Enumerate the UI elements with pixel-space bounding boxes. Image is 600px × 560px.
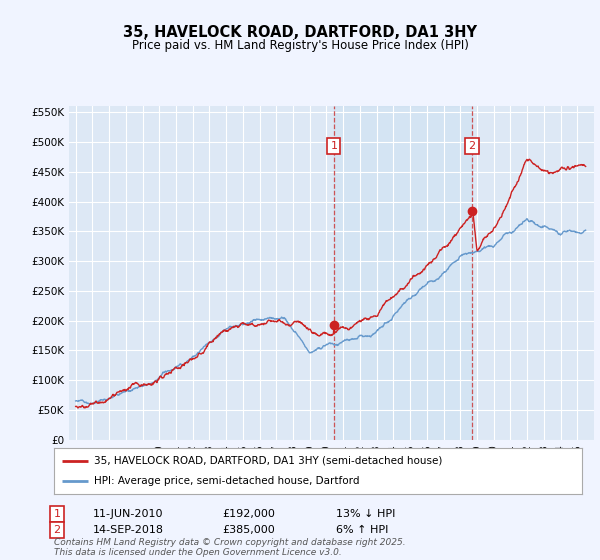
Text: 35, HAVELOCK ROAD, DARTFORD, DA1 3HY (semi-detached house): 35, HAVELOCK ROAD, DARTFORD, DA1 3HY (se… [94, 456, 442, 466]
Text: 2: 2 [53, 525, 61, 535]
Text: HPI: Average price, semi-detached house, Dartford: HPI: Average price, semi-detached house,… [94, 476, 359, 486]
Text: 35, HAVELOCK ROAD, DARTFORD, DA1 3HY: 35, HAVELOCK ROAD, DARTFORD, DA1 3HY [123, 25, 477, 40]
Text: £385,000: £385,000 [222, 525, 275, 535]
Text: Price paid vs. HM Land Registry's House Price Index (HPI): Price paid vs. HM Land Registry's House … [131, 39, 469, 53]
Text: 1: 1 [53, 509, 61, 519]
Text: 6% ↑ HPI: 6% ↑ HPI [336, 525, 388, 535]
Text: £192,000: £192,000 [222, 509, 275, 519]
Bar [334, 106, 472, 440]
Text: 11-JUN-2010: 11-JUN-2010 [93, 509, 163, 519]
Text: 1: 1 [331, 141, 337, 151]
Text: 13% ↓ HPI: 13% ↓ HPI [336, 509, 395, 519]
Text: Contains HM Land Registry data © Crown copyright and database right 2025.
This d: Contains HM Land Registry data © Crown c… [54, 538, 406, 557]
Text: 14-SEP-2018: 14-SEP-2018 [93, 525, 164, 535]
Text: 2: 2 [469, 141, 476, 151]
